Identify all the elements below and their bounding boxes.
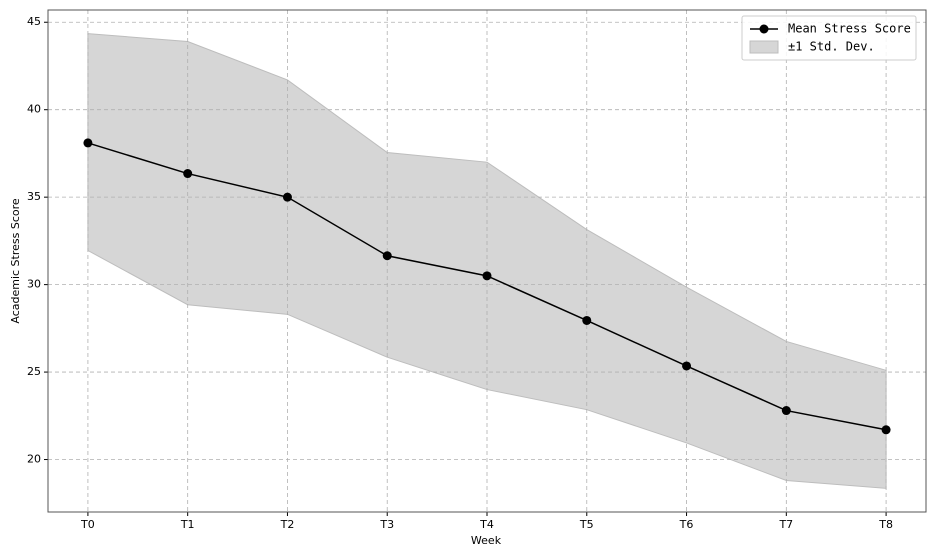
x-axis-label: Week — [471, 534, 502, 547]
point — [482, 271, 492, 281]
y-tick-label: 25 — [27, 365, 41, 378]
x-tick-label: T0 — [80, 518, 95, 531]
legend-label: ±1 Std. Dev. — [788, 40, 875, 54]
x-tick-label: T2 — [280, 518, 295, 531]
point — [282, 192, 292, 202]
x-tick-label: T4 — [479, 518, 494, 531]
point — [881, 425, 891, 435]
legend-box — [741, 15, 917, 61]
plot-frame — [47, 9, 927, 513]
y-tick-label: 40 — [27, 103, 41, 116]
point — [682, 361, 692, 371]
x-tick-label: T7 — [778, 518, 793, 531]
y-tick-label: 20 — [27, 453, 41, 466]
y-axis-label: Academic Stress Score — [9, 198, 22, 324]
x-tick-label: T8 — [878, 518, 893, 531]
x-tick-label: T1 — [180, 518, 195, 531]
point — [83, 138, 93, 148]
legend: Mean Stress Score ±1 Std. Dev. — [741, 15, 917, 61]
point — [183, 169, 193, 179]
y-tick-label: 35 — [27, 190, 41, 203]
point — [582, 315, 592, 325]
legend-marker — [759, 24, 769, 34]
point — [781, 406, 791, 416]
x-tick-label: T3 — [379, 518, 394, 531]
x-tick-label: T6 — [679, 518, 694, 531]
y-tick-label: 30 — [27, 278, 41, 291]
point — [382, 251, 392, 261]
legend-swatch — [749, 40, 779, 54]
x-tick-label: T5 — [579, 518, 594, 531]
y-tick-label: 45 — [27, 15, 41, 28]
legend-label: Mean Stress Score — [788, 22, 911, 36]
